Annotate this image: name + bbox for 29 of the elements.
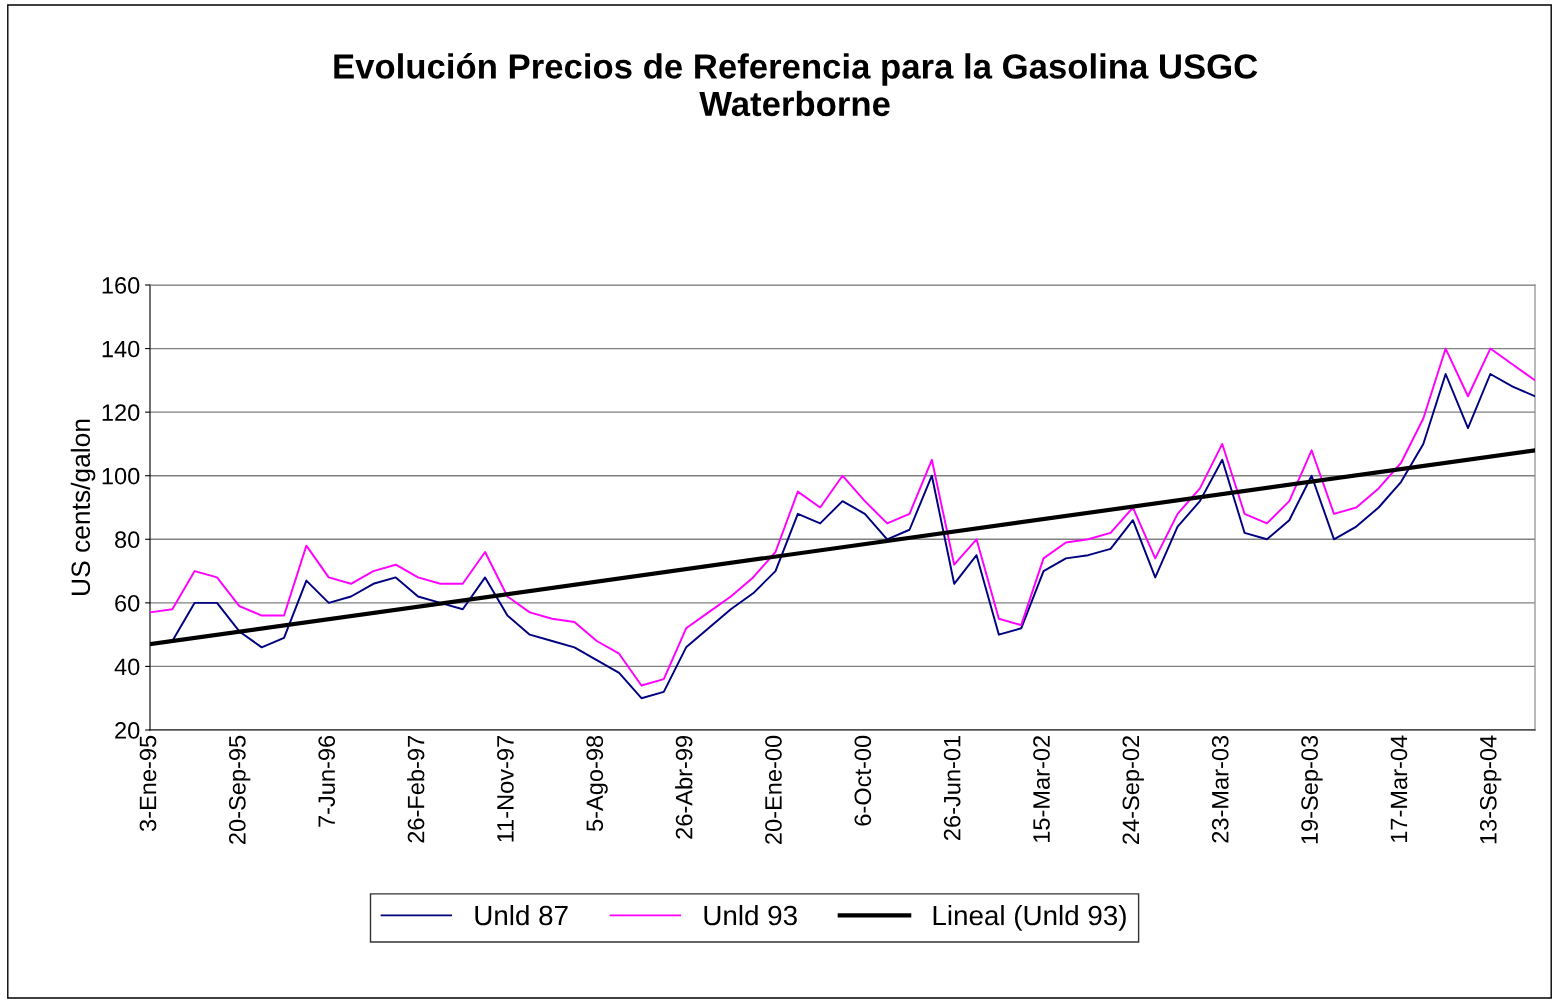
x-tick-label: 23-Mar-03	[1211, 735, 1229, 843]
x-tick-label: 5-Ago-98	[586, 735, 608, 832]
y-tick-label: 100	[102, 467, 140, 485]
y-axis-title: US cents/galon	[70, 419, 96, 595]
x-tick-label: 13-Sep-04	[1479, 735, 1502, 844]
x-tick-label: 6-Oct-00	[854, 735, 872, 826]
x-tick-label: 26-Abr-99	[675, 735, 693, 839]
x-tick-label: 26-Feb-97	[407, 736, 425, 843]
legend-label: Lineal (Unld 93)	[933, 904, 1126, 931]
x-tick-label: 15-Mar-02	[1033, 736, 1050, 842]
legend-label: Unld 93	[704, 904, 797, 926]
chart-title: Evolución Precios de Referencia para la Gasolina USGC Waterborne	[334, 52, 1258, 117]
x-tick-label: 26-Jun-01	[943, 736, 961, 840]
x-tick-label: 17-Mar-04	[1390, 735, 1408, 842]
y-tick-label: 20	[115, 722, 140, 739]
y-tick-label: 60	[115, 594, 140, 612]
x-tick-label: 3-Ene-95	[139, 735, 157, 832]
y-tick-label: 160	[102, 277, 140, 294]
y-tick-label: 40	[114, 658, 140, 676]
x-tick-label: 24-Sep-02	[1122, 736, 1144, 844]
legend-label: Unld 87	[475, 904, 568, 926]
x-tick-label: 19-Sep-03	[1301, 735, 1323, 844]
y-tick-label: 140	[102, 340, 140, 358]
x-tick-label: 20-Ene-00	[765, 735, 782, 844]
x-tick-label: 20-Sep-95	[228, 735, 251, 844]
x-tick-label: 7-Jun-96	[318, 735, 336, 827]
y-tick-label: 120	[102, 404, 140, 421]
y-tick-label: 80	[115, 531, 140, 549]
x-tick-label: 11-Nov-97	[497, 736, 514, 842]
